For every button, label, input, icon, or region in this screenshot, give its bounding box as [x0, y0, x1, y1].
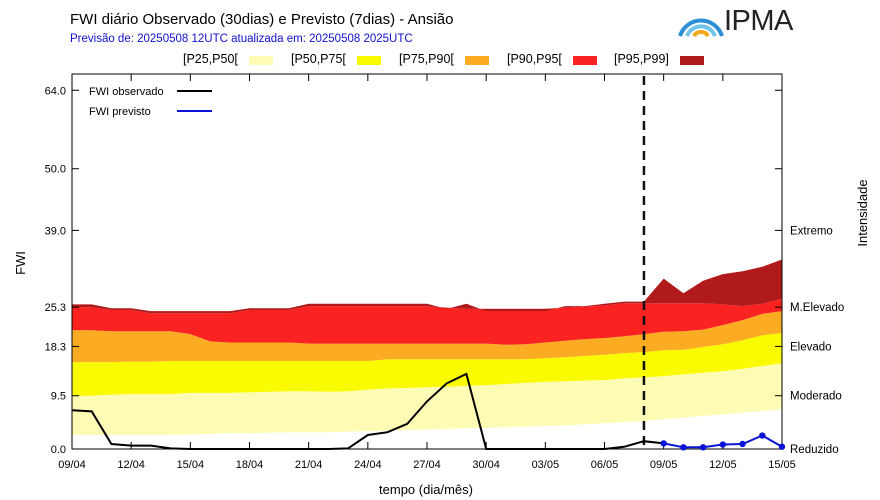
band-p25-50 — [72, 363, 782, 435]
legend-band-label: [P50,P75[ — [291, 52, 346, 66]
intensity-label: Extremo — [790, 225, 833, 237]
forecast-point — [719, 441, 727, 448]
x-tick-label: 09/05 — [650, 459, 678, 471]
band-p75-90 — [72, 311, 782, 363]
chart-subtitle: Previsão de: 20250508 12UTC atualizada e… — [70, 33, 413, 45]
logo-arc-inner — [692, 29, 710, 38]
intensity-label: Elevado — [790, 341, 832, 353]
intensity-label: Reduzido — [790, 444, 839, 456]
x-tick-label: 27/04 — [413, 459, 441, 471]
forecast-point — [660, 440, 667, 447]
x-tick-label: 21/04 — [295, 459, 323, 471]
intensity-label: Moderado — [790, 391, 842, 403]
legend-band-label: [P90,P95[ — [507, 52, 562, 66]
y-tick-label: 64.0 — [45, 85, 66, 97]
y-tick-label: 9.5 — [51, 391, 66, 403]
x-tick-label: 09/04 — [58, 459, 86, 471]
forecast-point — [739, 440, 746, 448]
logo-arc-outer — [678, 18, 724, 37]
x-tick-label: 12/05 — [709, 459, 737, 471]
x-tick-label: 06/05 — [591, 459, 619, 471]
x-tick-label: 24/04 — [354, 459, 382, 471]
x-tick-label: 30/04 — [472, 459, 500, 471]
ipma-logo-icon — [678, 18, 724, 38]
forecast-point — [699, 444, 707, 451]
y-tick-label: 50.0 — [45, 164, 66, 176]
observed-series-line — [71, 372, 664, 450]
logo-arc-middle — [685, 24, 717, 37]
legend-band-swatch — [680, 56, 704, 65]
x-tick-label: 15/05 — [768, 459, 796, 471]
forecast-point — [759, 432, 766, 439]
band-p50-75 — [72, 333, 782, 396]
y-tick-label: 25.3 — [45, 302, 66, 314]
legend-band-swatch — [465, 56, 489, 65]
percentile-legend: [P25,P50[ [P50,P75[ [P75,P90[ [P90,P95[ [P95… — [0, 52, 880, 70]
line-legend-label: FWI previsto — [89, 106, 151, 118]
x-tick-label: 18/04 — [236, 459, 264, 471]
band-p90-95 — [72, 298, 782, 345]
legend-band-swatch — [573, 56, 597, 65]
ipma-logo-text: IPMA — [724, 5, 793, 37]
y-tick-label: 39.0 — [45, 225, 66, 237]
chart-title: FWI diário Observado (30dias) e Previsto… — [70, 11, 454, 28]
legend-band-label: [P75,P90[ — [399, 52, 454, 66]
intensity-label: M.Elevado — [790, 302, 844, 314]
legend-band-label: [P25,P50[ — [183, 52, 238, 66]
x-axis-label: tempo (dia/mês) — [379, 482, 473, 497]
x-tick-label: 03/05 — [532, 459, 560, 471]
y-tick-label: 18.3 — [45, 341, 66, 353]
x-tick-label: 12/04 — [117, 459, 145, 471]
legend-band-swatch — [357, 56, 381, 65]
line-legend-label: FWI observado — [89, 86, 164, 98]
forecast-point — [680, 444, 687, 451]
y2-axis-label: Intensidade — [855, 179, 870, 246]
x-tick-label: 15/04 — [177, 459, 205, 471]
legend-band-label: [P95,P99] — [614, 52, 669, 66]
forecast-point — [778, 443, 786, 450]
legend-band-swatch — [249, 56, 273, 65]
y-tick-label: 0.0 — [51, 444, 66, 456]
y-axis-label: FWI — [13, 251, 28, 275]
